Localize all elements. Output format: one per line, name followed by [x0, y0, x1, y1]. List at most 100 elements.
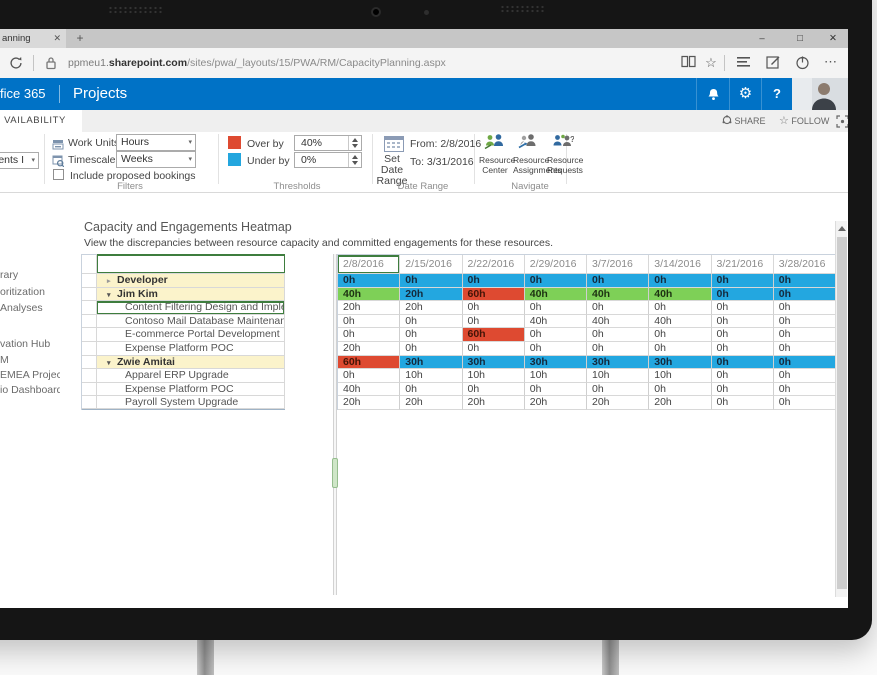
heatmap-cell[interactable]: 0h	[773, 369, 836, 383]
heatmap-cell[interactable]: 0h	[338, 314, 401, 329]
heatmap-cell[interactable]: 0h	[649, 274, 712, 288]
tab-close-icon[interactable]: ✕	[53, 33, 61, 43]
window-minimize-button[interactable]: –	[759, 33, 765, 44]
reading-view-icon[interactable]	[679, 55, 697, 71]
calendar-icon[interactable]	[384, 135, 404, 157]
heatmap-cell[interactable]: 30h	[649, 355, 712, 370]
heatmap-cell[interactable]: 20h	[400, 301, 463, 315]
collapse-arrow-icon[interactable]: ▾	[107, 291, 111, 299]
spinner-up-icon[interactable]	[352, 155, 358, 159]
heatmap-cell[interactable]: 0h	[711, 287, 774, 302]
date-column-header[interactable]: 3/28/2016	[773, 255, 836, 274]
heatmap-cell[interactable]: 0h	[773, 301, 836, 315]
heatmap-cell[interactable]: 40h	[524, 287, 587, 302]
project-name-cell[interactable]: Contoso Mail Database Maintenance	[97, 314, 285, 329]
office-brand[interactable]: fice 365	[0, 86, 46, 101]
heatmap-cell[interactable]: 0h	[587, 382, 650, 397]
vertical-scrollbar[interactable]	[835, 221, 847, 597]
row-gutter-cell[interactable]	[82, 287, 97, 302]
heatmap-cell[interactable]: 30h	[524, 355, 587, 370]
heatmap-cell[interactable]: 0h	[711, 341, 774, 356]
set-date-range-button[interactable]: Set Date Range	[376, 153, 408, 188]
spinner-arrows[interactable]	[348, 153, 361, 167]
row-gutter-cell[interactable]	[82, 341, 97, 356]
work-units-dropdown[interactable]: Hours ▾	[116, 134, 196, 151]
heatmap-cell[interactable]: 0h	[587, 341, 650, 356]
heatmap-cell[interactable]: 0h	[773, 287, 836, 302]
spinner-down-icon[interactable]	[352, 144, 358, 148]
heatmap-cell[interactable]: 0h	[400, 328, 463, 342]
row-gutter-cell[interactable]	[82, 396, 97, 409]
resource-name-header-cell[interactable]	[97, 254, 285, 274]
heatmap-cell[interactable]: 0h	[338, 369, 401, 383]
project-name-cell[interactable]: Expense Platform POC	[97, 382, 285, 397]
scrollbar-up-icon[interactable]	[838, 226, 846, 231]
heatmap-cell[interactable]: 0h	[462, 274, 525, 288]
heatmap-cell[interactable]: 0h	[649, 301, 712, 315]
user-avatar[interactable]	[792, 78, 848, 110]
row-gutter-cell[interactable]	[82, 314, 97, 329]
heatmap-cell[interactable]: 20h	[400, 396, 463, 410]
heatmap-cell[interactable]: 0h	[711, 328, 774, 342]
resource-center-button[interactable]: Resource Center	[479, 134, 515, 180]
row-gutter-cell[interactable]	[82, 328, 97, 342]
heatmap-cell[interactable]: 0h	[524, 328, 587, 342]
more-options-icon[interactable]: ⋯	[824, 54, 838, 69]
project-name-cell[interactable]: Payroll System Upgrade	[97, 396, 285, 409]
heatmap-cell[interactable]: 0h	[524, 382, 587, 397]
sidebar-item[interactable]: EMEA Project	[0, 369, 60, 381]
heatmap-cell[interactable]: 20h	[338, 341, 401, 356]
row-gutter-cell[interactable]	[82, 369, 97, 383]
heatmap-cell[interactable]: 0h	[400, 382, 463, 397]
heatmap-cell[interactable]: 40h	[338, 287, 401, 302]
heatmap-cell[interactable]: 60h	[462, 287, 525, 302]
heatmap-cell[interactable]: 0h	[400, 274, 463, 288]
heatmap-cell[interactable]: 20h	[400, 287, 463, 302]
web-note-icon[interactable]	[764, 55, 782, 71]
heatmap-cell[interactable]: 10h	[587, 369, 650, 383]
heatmap-cell[interactable]: 0h	[338, 328, 401, 342]
spinner-down-icon[interactable]	[352, 161, 358, 165]
resource-requests-button[interactable]: ? Resource Requests	[547, 134, 583, 180]
hub-icon[interactable]	[734, 55, 752, 71]
heatmap-cell[interactable]: 20h	[649, 396, 712, 410]
heatmap-cell[interactable]: 10h	[649, 369, 712, 383]
follow-button[interactable]: ☆ FOLLOW	[779, 110, 829, 132]
share-button[interactable]: SHARE	[722, 110, 766, 132]
ribbon-tab-availability[interactable]: VAILABILITY	[0, 110, 82, 132]
heatmap-cell[interactable]: 0h	[462, 382, 525, 397]
focus-mode-icon[interactable]	[836, 114, 848, 136]
refresh-icon[interactable]	[9, 56, 23, 75]
heatmap-cell[interactable]: 0h	[711, 314, 774, 329]
heatmap-cell[interactable]: 0h	[462, 341, 525, 356]
help-icon[interactable]: ?	[761, 78, 792, 110]
heatmap-cell[interactable]: 20h	[524, 396, 587, 410]
browser-tab[interactable]: anning ✕	[0, 29, 66, 48]
under-by-spinner[interactable]: 0%	[294, 152, 362, 168]
heatmap-cell[interactable]: 0h	[773, 328, 836, 342]
scrollbar-thumb[interactable]	[837, 237, 847, 589]
new-tab-button[interactable]: +	[76, 31, 84, 45]
heatmap-cell[interactable]: 0h	[711, 382, 774, 397]
heatmap-cell[interactable]: 40h	[649, 287, 712, 302]
heatmap-cell[interactable]: 0h	[711, 301, 774, 315]
date-column-header[interactable]: 3/21/2016	[711, 255, 774, 274]
date-column-header[interactable]: 2/15/2016	[400, 255, 463, 274]
favorites-star-icon[interactable]: ☆	[705, 55, 717, 70]
heatmap-cell[interactable]: 0h	[773, 396, 836, 410]
date-column-header[interactable]: 3/7/2016	[587, 255, 650, 274]
project-name-cell[interactable]: Content Filtering Design and Implementat…	[97, 301, 285, 315]
heatmap-cell[interactable]: 0h	[649, 341, 712, 356]
notifications-bell-icon[interactable]	[696, 78, 729, 110]
heatmap-cell[interactable]: 40h	[338, 382, 401, 397]
settings-gear-icon[interactable]: ⚙	[729, 78, 761, 110]
heatmap-cell[interactable]: 0h	[649, 328, 712, 342]
collapse-arrow-icon[interactable]: ▾	[107, 359, 111, 367]
heatmap-cell[interactable]: 0h	[711, 274, 774, 288]
heatmap-cell[interactable]: 0h	[711, 369, 774, 383]
heatmap-cell[interactable]: 30h	[587, 355, 650, 370]
app-title[interactable]: Projects	[73, 85, 128, 102]
heatmap-cell[interactable]: 10h	[524, 369, 587, 383]
heatmap-cell[interactable]: 40h	[649, 314, 712, 329]
row-gutter-cell[interactable]	[82, 382, 97, 397]
